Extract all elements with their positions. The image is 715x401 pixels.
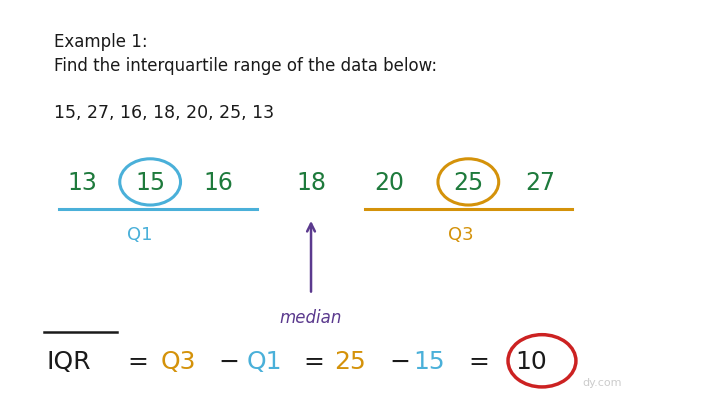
Text: Q1: Q1 <box>247 349 282 373</box>
Text: 15: 15 <box>413 349 445 373</box>
Text: =: = <box>468 349 489 373</box>
Text: 25: 25 <box>453 170 483 194</box>
Text: dy.com: dy.com <box>583 377 622 387</box>
Text: Q3: Q3 <box>448 226 474 243</box>
Text: median: median <box>280 308 342 326</box>
Text: 18: 18 <box>296 170 326 194</box>
Text: Q3: Q3 <box>161 349 197 373</box>
Text: Example 1:: Example 1: <box>54 33 147 51</box>
Text: 15, 27, 16, 18, 20, 25, 13: 15, 27, 16, 18, 20, 25, 13 <box>54 103 274 121</box>
Text: Q1: Q1 <box>127 226 152 243</box>
Text: 16: 16 <box>203 170 233 194</box>
Text: −: − <box>389 349 410 373</box>
Text: 20: 20 <box>375 170 405 194</box>
Text: 13: 13 <box>67 170 97 194</box>
Text: 15: 15 <box>135 170 165 194</box>
Text: 10: 10 <box>515 349 546 373</box>
Text: −: − <box>218 349 239 373</box>
Text: IQR: IQR <box>46 349 91 373</box>
Text: 27: 27 <box>525 170 555 194</box>
Text: =: = <box>127 349 148 373</box>
Text: =: = <box>304 349 325 373</box>
Text: Find the interquartile range of the data below:: Find the interquartile range of the data… <box>54 57 437 75</box>
Text: 25: 25 <box>335 349 366 373</box>
